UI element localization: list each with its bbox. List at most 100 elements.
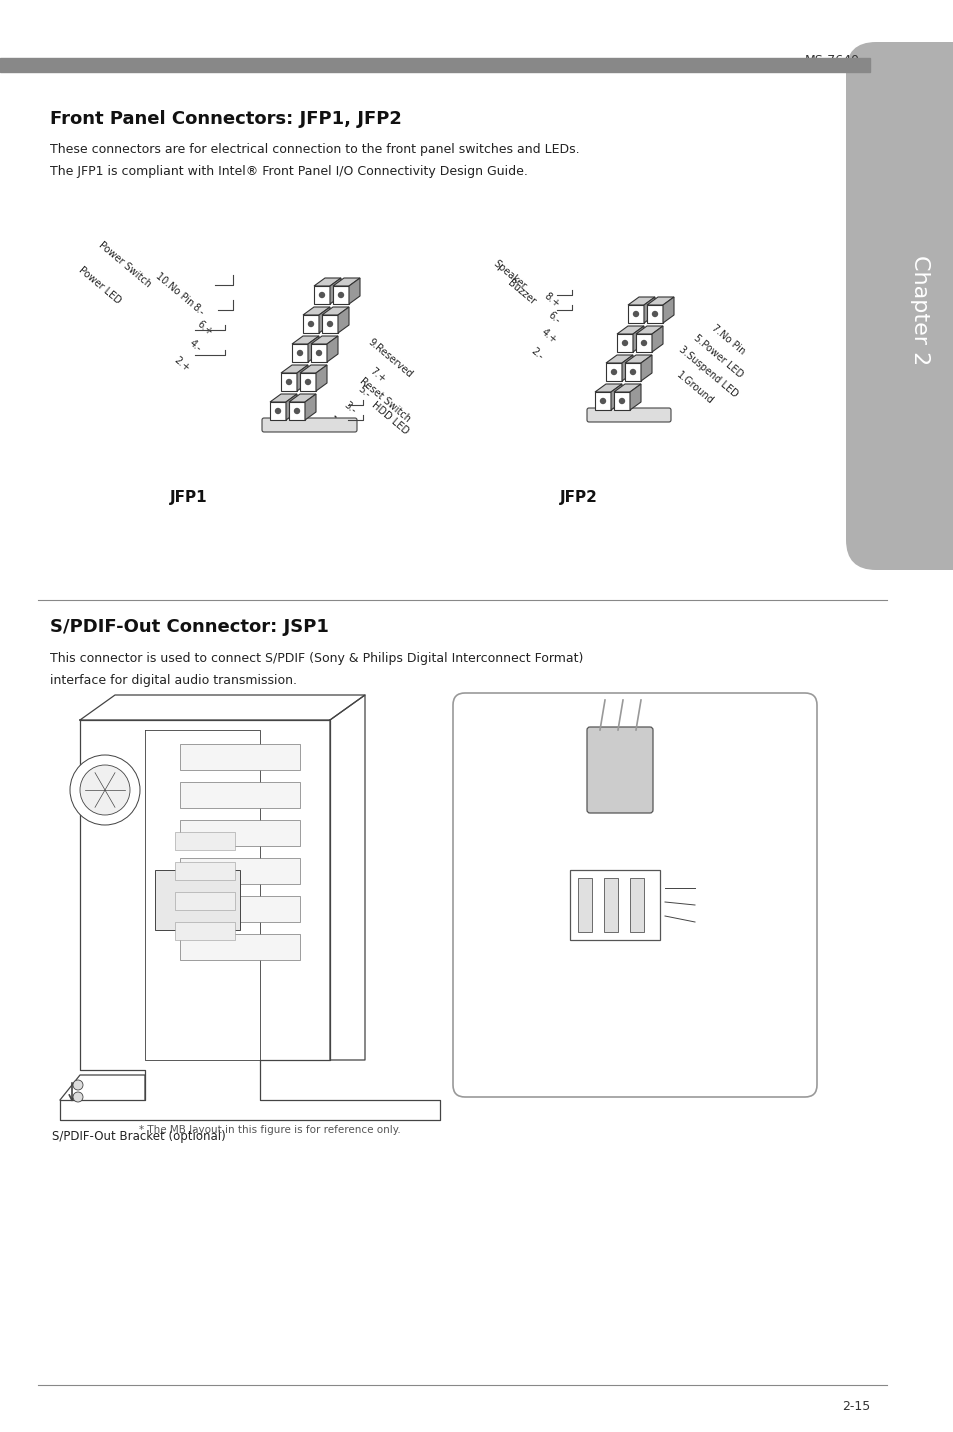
Circle shape (629, 369, 636, 375)
Text: Speaker: Speaker (491, 258, 528, 292)
Polygon shape (314, 278, 340, 286)
Circle shape (327, 321, 333, 326)
Bar (154, 871, 240, 929)
FancyBboxPatch shape (262, 418, 356, 432)
FancyBboxPatch shape (586, 727, 652, 813)
Text: This connector is used to connect S/PDIF (Sony & Philips Digital Interconnect Fo: This connector is used to connect S/PDIF… (50, 652, 583, 664)
Polygon shape (651, 326, 662, 352)
Circle shape (296, 349, 303, 357)
Text: 7.No Pin: 7.No Pin (709, 324, 746, 357)
Polygon shape (662, 296, 673, 324)
Text: Chapter 2: Chapter 2 (909, 255, 929, 365)
Bar (180, 934, 299, 959)
Bar (646, 305, 662, 324)
Circle shape (632, 311, 639, 318)
Polygon shape (270, 394, 296, 402)
Polygon shape (621, 355, 633, 381)
Bar (270, 402, 286, 420)
Text: 6.+: 6.+ (195, 319, 214, 338)
Polygon shape (330, 278, 340, 304)
Circle shape (315, 349, 322, 357)
Circle shape (73, 1080, 83, 1090)
Text: 1.+: 1.+ (326, 415, 345, 434)
Polygon shape (333, 278, 359, 286)
Bar (322, 315, 337, 334)
Polygon shape (610, 384, 621, 410)
Text: Power Switch: Power Switch (97, 241, 152, 289)
Bar (605, 362, 621, 381)
Text: 8.-: 8.- (190, 302, 206, 318)
Polygon shape (281, 365, 308, 372)
Text: 10.No Pin: 10.No Pin (153, 271, 195, 309)
Text: 2.-: 2.- (528, 347, 544, 362)
Bar (180, 745, 299, 770)
Text: JFP2: JFP2 (559, 490, 598, 505)
Text: 2-15: 2-15 (841, 1400, 869, 1413)
FancyBboxPatch shape (586, 408, 670, 422)
Polygon shape (327, 337, 337, 362)
Polygon shape (311, 337, 337, 344)
Text: JFP1: JFP1 (170, 490, 208, 505)
Polygon shape (646, 296, 673, 305)
Polygon shape (633, 326, 643, 352)
Polygon shape (315, 365, 327, 391)
Bar (629, 878, 643, 932)
Text: 2. SPDIF: 2. SPDIF (697, 885, 737, 915)
Text: The JFP1 is compliant with Intel® Front Panel I/O Connectivity Design Guide.: The JFP1 is compliant with Intel® Front … (50, 165, 527, 178)
Circle shape (640, 339, 646, 347)
Polygon shape (289, 394, 315, 402)
Text: 3. VCC: 3. VCC (697, 904, 729, 928)
Polygon shape (595, 384, 621, 392)
Bar (180, 858, 299, 884)
Polygon shape (308, 337, 318, 362)
Bar (636, 334, 651, 352)
Polygon shape (605, 355, 633, 362)
Text: 2.+: 2.+ (172, 355, 192, 374)
Polygon shape (643, 296, 655, 324)
Circle shape (651, 311, 658, 318)
Text: HDD LED: HDD LED (369, 400, 410, 437)
Bar (617, 334, 633, 352)
Bar (180, 782, 299, 808)
Polygon shape (640, 355, 651, 381)
Text: 9.Reserved: 9.Reserved (366, 337, 414, 379)
Text: 3.-: 3.- (341, 400, 357, 415)
Circle shape (621, 339, 627, 347)
Bar (174, 892, 234, 909)
Text: 8.+: 8.+ (541, 291, 561, 309)
Circle shape (618, 398, 624, 404)
Text: 1.Ground: 1.Ground (674, 369, 715, 407)
Circle shape (70, 755, 140, 825)
Bar (174, 862, 234, 881)
Circle shape (308, 321, 314, 326)
Bar (292, 344, 308, 362)
Circle shape (73, 1093, 83, 1103)
Circle shape (274, 408, 281, 414)
Bar (627, 305, 643, 324)
Bar (174, 832, 234, 851)
Text: These connectors are for electrical connection to the front panel switches and L: These connectors are for electrical conn… (50, 143, 579, 156)
Bar (174, 922, 234, 939)
Polygon shape (299, 365, 327, 372)
Circle shape (294, 408, 300, 414)
Circle shape (286, 379, 292, 385)
Bar (299, 372, 315, 391)
Bar (314, 286, 330, 304)
FancyBboxPatch shape (453, 693, 816, 1097)
Polygon shape (322, 306, 349, 315)
Circle shape (304, 379, 311, 385)
Text: Reset Switch: Reset Switch (357, 377, 412, 424)
Polygon shape (337, 306, 349, 334)
Text: 1. Ground: 1. Ground (697, 868, 742, 901)
FancyBboxPatch shape (845, 42, 953, 570)
Polygon shape (624, 355, 651, 362)
Polygon shape (627, 296, 655, 305)
Bar (595, 392, 610, 410)
Circle shape (610, 369, 617, 375)
Bar (603, 878, 618, 932)
Bar (0, 59, 869, 72)
Text: Power LED: Power LED (77, 265, 123, 305)
Bar (289, 402, 305, 420)
Polygon shape (286, 394, 296, 420)
Text: 4.-: 4.- (187, 338, 203, 354)
